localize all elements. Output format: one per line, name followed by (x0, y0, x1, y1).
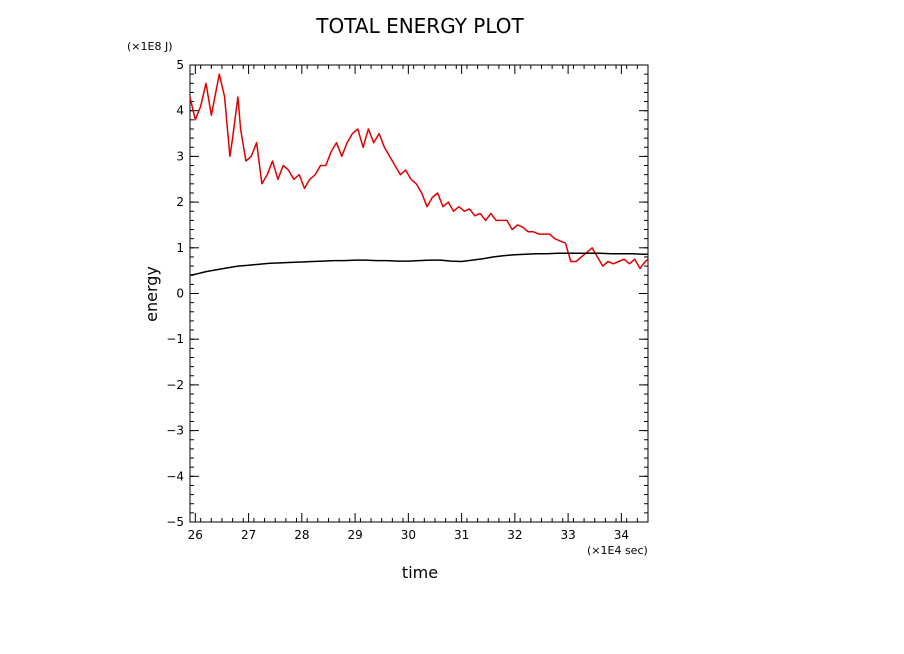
x-tick-label: 33 (560, 528, 575, 542)
x-unit-label: (×1E4 sec) (587, 544, 648, 557)
x-tick-label: 32 (507, 528, 522, 542)
y-tick-label: 5 (176, 58, 184, 72)
y-tick-label: 4 (176, 104, 184, 118)
x-axis-label: time (402, 563, 438, 582)
x-tick-label: 34 (614, 528, 629, 542)
y-tick-label: 0 (176, 287, 184, 301)
y-tick-label: −3 (166, 424, 184, 438)
x-tick-label: 26 (188, 528, 203, 542)
x-tick-label: 31 (454, 528, 469, 542)
plot-frame (189, 64, 649, 523)
y-tick-label: 2 (176, 195, 184, 209)
x-tick-label: 27 (241, 528, 256, 542)
series-line-black (189, 252, 648, 276)
chart-title: TOTAL ENERGY PLOT (315, 14, 524, 38)
x-tick-label: 29 (347, 528, 362, 542)
y-unit-label: (×1E8 J) (127, 40, 173, 53)
y-axis-label: energy (142, 266, 161, 322)
series-group (189, 73, 649, 276)
y-tick-label: −1 (166, 332, 184, 346)
x-tick-label: 30 (401, 528, 416, 542)
x-tick-label: 28 (294, 528, 309, 542)
y-tick-label: 1 (176, 241, 184, 255)
y-tick-label: −2 (166, 378, 184, 392)
y-tick-label: 3 (176, 149, 184, 163)
series-line-red (189, 73, 649, 270)
y-tick-label: −4 (166, 469, 184, 483)
y-tick-label: −5 (166, 515, 184, 529)
